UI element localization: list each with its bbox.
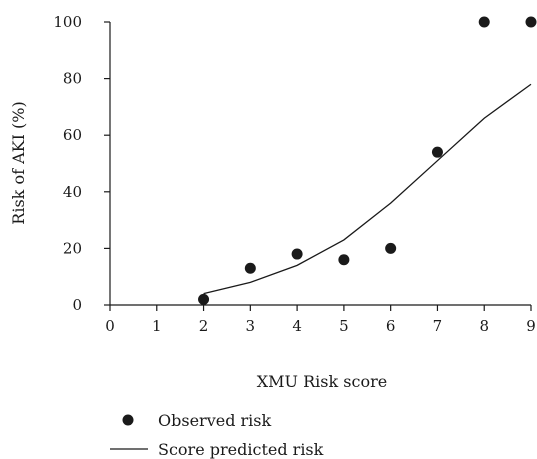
observed-risk-point xyxy=(291,248,303,260)
y-tick-label: 0 xyxy=(72,296,82,314)
y-ticks: 0 20 40 60 80 100 xyxy=(53,13,110,314)
y-tick-label: 40 xyxy=(63,183,82,201)
observed-risk-series xyxy=(198,16,537,305)
observed-risk-point xyxy=(431,146,443,158)
axes xyxy=(109,22,531,306)
observed-risk-point xyxy=(525,16,537,28)
observed-risk-point xyxy=(198,293,210,305)
x-tick-label: 6 xyxy=(386,317,396,335)
x-tick-label: 4 xyxy=(292,317,302,335)
legend-label-score-predicted-risk: Score predicted risk xyxy=(158,440,324,459)
observed-risk-point xyxy=(478,16,490,28)
legend-marker-observed-risk xyxy=(122,414,134,426)
predicted-risk-line xyxy=(203,83,532,295)
x-tick-label: 8 xyxy=(479,317,489,335)
x-tick-label: 2 xyxy=(199,317,209,335)
observed-risk-point xyxy=(244,262,256,274)
x-tick-label: 9 xyxy=(526,317,536,335)
x-tick-label: 7 xyxy=(433,317,443,335)
x-tick-label: 5 xyxy=(339,317,349,335)
y-tick-label: 20 xyxy=(63,239,82,257)
x-tick-label: 1 xyxy=(152,317,162,335)
x-tick-label: 3 xyxy=(246,317,256,335)
y-axis-title: Risk of AKI (%) xyxy=(9,101,28,224)
y-tick-label: 60 xyxy=(63,126,82,144)
x-axis-title: XMU Risk score xyxy=(257,372,387,391)
x-tick-label: 0 xyxy=(105,317,115,335)
y-tick-label: 80 xyxy=(63,70,82,88)
observed-risk-point xyxy=(338,254,350,266)
predicted-risk-series xyxy=(203,83,532,295)
x-ticks: 0 1 2 3 4 5 6 7 8 9 xyxy=(105,305,536,335)
legend-label-observed-risk: Observed risk xyxy=(158,411,272,430)
y-tick-label: 100 xyxy=(53,13,82,31)
observed-risk-point xyxy=(385,242,397,254)
legend: Observed risk Score predicted risk xyxy=(110,411,324,459)
